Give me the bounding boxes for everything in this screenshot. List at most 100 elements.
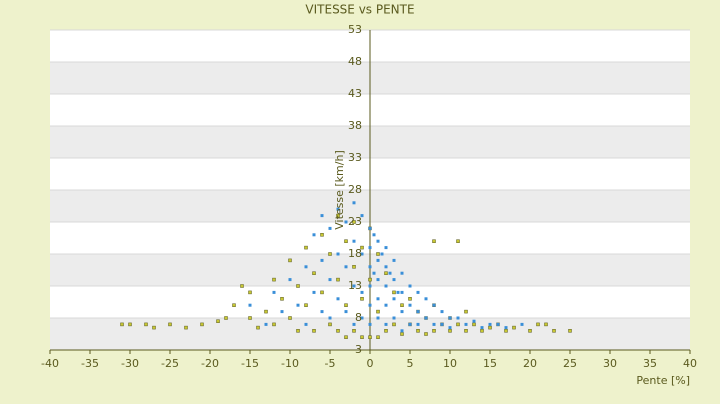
data-point <box>272 277 276 282</box>
plot-area <box>49 29 691 354</box>
data-point <box>384 322 388 326</box>
data-point <box>368 284 372 288</box>
data-point <box>384 271 388 275</box>
data-point <box>360 316 364 320</box>
data-point <box>304 265 308 269</box>
x-tick-label: -35 <box>81 357 99 370</box>
data-point <box>200 322 204 327</box>
data-point <box>360 245 364 250</box>
data-point <box>280 310 284 314</box>
data-point <box>304 322 308 326</box>
data-point <box>440 310 444 314</box>
data-point <box>312 233 316 237</box>
data-point <box>360 214 364 218</box>
data-point <box>120 322 124 327</box>
data-point <box>380 252 384 256</box>
data-point <box>352 201 356 205</box>
data-point <box>184 325 188 330</box>
data-point <box>384 303 388 307</box>
data-point <box>392 297 396 301</box>
data-point <box>552 329 556 333</box>
data-point <box>392 258 396 262</box>
data-point <box>336 207 340 211</box>
data-point <box>384 284 388 288</box>
data-point <box>372 271 376 275</box>
data-point <box>224 316 228 320</box>
data-point <box>320 258 324 262</box>
data-point <box>368 335 372 339</box>
y-tick-label: 38 <box>348 119 362 132</box>
data-point <box>456 239 460 243</box>
x-tick-label: -15 <box>241 357 259 370</box>
data-point <box>152 325 156 330</box>
x-tick-label: -5 <box>325 357 336 370</box>
data-point <box>408 297 412 301</box>
data-point <box>344 303 348 307</box>
data-point <box>400 290 404 294</box>
data-point <box>328 252 332 256</box>
data-point <box>372 233 376 237</box>
data-point <box>504 329 508 333</box>
data-point <box>544 322 548 327</box>
data-point <box>288 316 292 320</box>
data-point <box>328 278 332 282</box>
y-tick-label: 23 <box>348 215 362 228</box>
data-point <box>432 329 436 333</box>
x-tick-label: 30 <box>603 357 617 370</box>
data-point <box>456 316 460 320</box>
data-point <box>368 303 372 307</box>
data-point <box>416 310 420 314</box>
data-point <box>536 322 540 327</box>
data-point <box>320 214 324 218</box>
data-point <box>248 290 252 295</box>
data-point <box>424 316 428 320</box>
data-point <box>264 322 268 326</box>
data-point <box>288 278 292 282</box>
data-point <box>256 325 260 330</box>
data-point <box>360 335 364 339</box>
data-point <box>400 310 404 314</box>
data-point <box>432 239 436 243</box>
data-point <box>352 322 356 326</box>
data-point <box>480 326 484 330</box>
data-point <box>432 322 436 326</box>
data-point <box>368 246 372 250</box>
data-point <box>320 310 324 314</box>
data-point <box>384 265 388 269</box>
y-axis-label: Vitesse [km/h] <box>333 150 346 230</box>
data-point <box>272 290 276 294</box>
data-point <box>328 322 332 327</box>
data-point <box>248 316 252 320</box>
data-point <box>528 329 532 333</box>
data-point <box>144 322 148 327</box>
data-point <box>488 322 492 326</box>
data-point <box>336 297 340 301</box>
data-point <box>368 265 372 269</box>
data-point <box>320 233 324 237</box>
data-point <box>388 271 392 275</box>
data-point <box>464 309 468 314</box>
data-point <box>504 326 508 330</box>
x-tick-label: 35 <box>643 357 657 370</box>
x-tick-label: 10 <box>443 357 457 370</box>
data-point <box>336 213 340 218</box>
data-point <box>280 297 284 301</box>
x-tick-label: 5 <box>407 357 414 370</box>
data-point <box>368 226 372 230</box>
data-point <box>248 303 252 307</box>
data-point <box>376 239 380 243</box>
data-point <box>296 284 300 288</box>
data-point <box>128 322 132 327</box>
data-point <box>408 284 412 288</box>
data-point <box>376 309 380 314</box>
data-point <box>400 329 404 333</box>
data-point <box>432 303 436 307</box>
data-point <box>264 309 268 314</box>
data-point <box>456 322 460 327</box>
data-point <box>376 297 380 301</box>
data-point <box>352 239 356 243</box>
y-tick-label: 53 <box>348 23 362 36</box>
x-tick-label: 0 <box>367 357 374 370</box>
data-point <box>320 290 324 295</box>
data-point <box>312 329 316 333</box>
